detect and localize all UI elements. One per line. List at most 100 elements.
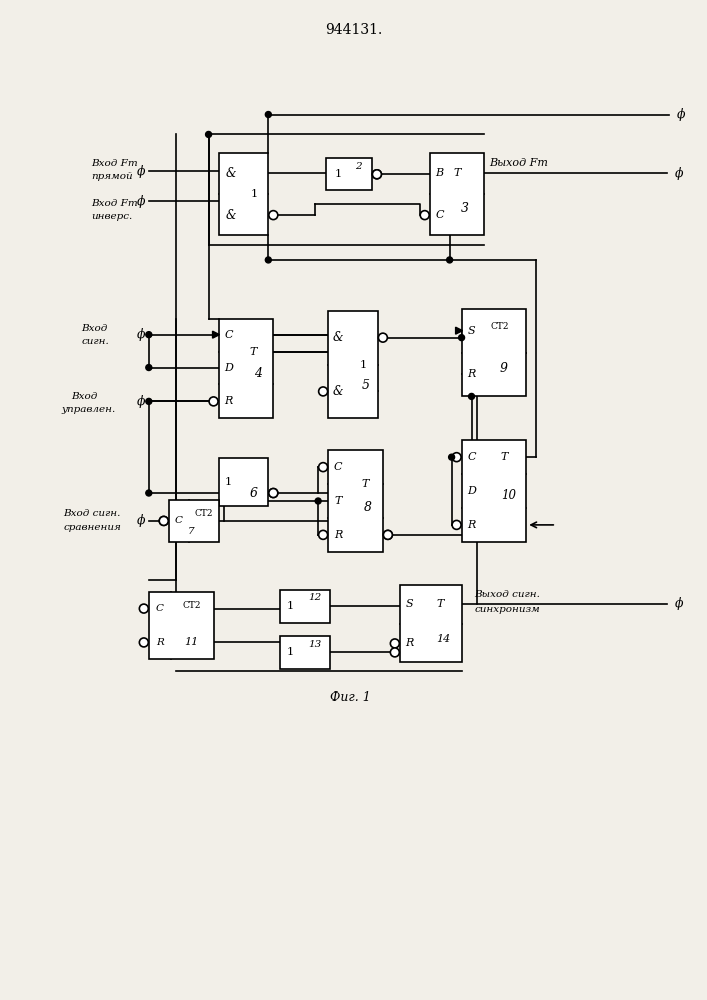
Text: D: D	[224, 363, 233, 373]
Text: T: T	[361, 479, 368, 489]
Text: D: D	[467, 486, 476, 496]
Bar	[169, 500, 218, 542]
Text: CT2: CT2	[490, 322, 508, 331]
Circle shape	[319, 387, 327, 396]
Circle shape	[146, 365, 152, 371]
Circle shape	[390, 648, 399, 657]
Text: R: R	[406, 638, 414, 648]
Text: 9: 9	[499, 362, 508, 375]
Text: 8: 8	[364, 501, 372, 514]
Circle shape	[206, 131, 211, 137]
Circle shape	[146, 490, 152, 496]
Text: 10: 10	[501, 489, 516, 502]
Text: ϕ: ϕ	[136, 514, 145, 527]
Text: 944131.: 944131.	[325, 23, 382, 37]
Circle shape	[373, 170, 381, 179]
Circle shape	[452, 453, 461, 462]
Text: S: S	[468, 326, 475, 336]
Text: 3: 3	[460, 202, 469, 215]
Text: T: T	[436, 599, 443, 609]
Text: T: T	[334, 496, 341, 506]
Text: C: C	[156, 604, 164, 613]
Circle shape	[390, 639, 399, 648]
Circle shape	[146, 332, 152, 338]
Circle shape	[265, 112, 271, 118]
Text: 2: 2	[355, 162, 361, 171]
Polygon shape	[455, 327, 462, 334]
Circle shape	[139, 638, 148, 647]
Circle shape	[315, 498, 321, 504]
Text: 13: 13	[308, 640, 322, 649]
Bar	[218, 319, 274, 418]
Bar	[148, 592, 214, 659]
Text: ϕ: ϕ	[136, 195, 145, 208]
Text: R: R	[467, 369, 476, 379]
Text: Вход Fт: Вход Fт	[91, 159, 138, 168]
Text: 1: 1	[286, 647, 294, 657]
Text: 11: 11	[185, 637, 199, 647]
Text: C: C	[334, 462, 342, 472]
Text: 6: 6	[250, 487, 257, 500]
Circle shape	[269, 211, 278, 220]
Bar	[328, 450, 383, 552]
Bar	[430, 153, 484, 235]
Text: CT2: CT2	[194, 509, 213, 518]
Text: T: T	[501, 452, 508, 462]
Text: 1: 1	[251, 189, 258, 199]
Text: 12: 12	[308, 593, 322, 602]
Text: Выход сигн.: Выход сигн.	[474, 590, 540, 599]
Text: ϕ: ϕ	[136, 328, 145, 341]
Circle shape	[383, 530, 392, 539]
Text: R: R	[156, 638, 164, 647]
Text: S: S	[406, 599, 414, 609]
Polygon shape	[213, 331, 220, 338]
Text: R: R	[467, 520, 476, 530]
Text: R: R	[224, 396, 233, 406]
Bar	[326, 158, 372, 190]
Text: ϕ: ϕ	[677, 108, 685, 121]
Circle shape	[420, 211, 429, 220]
Bar	[400, 585, 462, 662]
Text: T: T	[250, 347, 257, 357]
Text: &: &	[226, 209, 235, 222]
Text: Фиг. 1: Фиг. 1	[329, 691, 370, 704]
Text: &: &	[333, 385, 344, 398]
Circle shape	[378, 333, 387, 342]
Text: 1: 1	[359, 360, 366, 370]
Text: C: C	[175, 516, 182, 525]
Text: ϕ: ϕ	[136, 165, 145, 178]
Text: ϕ: ϕ	[136, 395, 145, 408]
Text: ϕ: ϕ	[674, 167, 683, 180]
Circle shape	[447, 257, 452, 263]
Text: Вход Fт: Вход Fт	[91, 199, 138, 208]
Text: Вход: Вход	[71, 392, 98, 401]
Text: Вход: Вход	[81, 324, 107, 333]
Text: управлен.: управлен.	[61, 405, 115, 414]
Bar	[280, 636, 330, 669]
Text: 1: 1	[225, 477, 232, 487]
Text: 4: 4	[255, 367, 262, 380]
Text: R: R	[334, 530, 342, 540]
Bar	[218, 458, 269, 506]
Text: 5: 5	[362, 379, 370, 392]
Circle shape	[319, 463, 327, 472]
Bar	[218, 153, 269, 235]
Circle shape	[383, 530, 392, 539]
Bar	[280, 590, 330, 623]
Text: 7: 7	[187, 527, 194, 536]
Circle shape	[159, 516, 168, 525]
Text: &: &	[226, 167, 235, 180]
Text: CT2: CT2	[182, 601, 201, 610]
Text: T: T	[454, 168, 461, 178]
Text: Вход сигн.: Вход сигн.	[63, 509, 120, 518]
Circle shape	[373, 170, 381, 179]
Text: 1: 1	[334, 169, 341, 179]
Text: C: C	[224, 330, 233, 340]
Circle shape	[459, 335, 464, 341]
Bar	[328, 311, 378, 418]
Circle shape	[319, 530, 327, 539]
Circle shape	[139, 604, 148, 613]
Text: &: &	[333, 331, 344, 344]
Bar	[462, 440, 526, 542]
Circle shape	[269, 489, 278, 498]
